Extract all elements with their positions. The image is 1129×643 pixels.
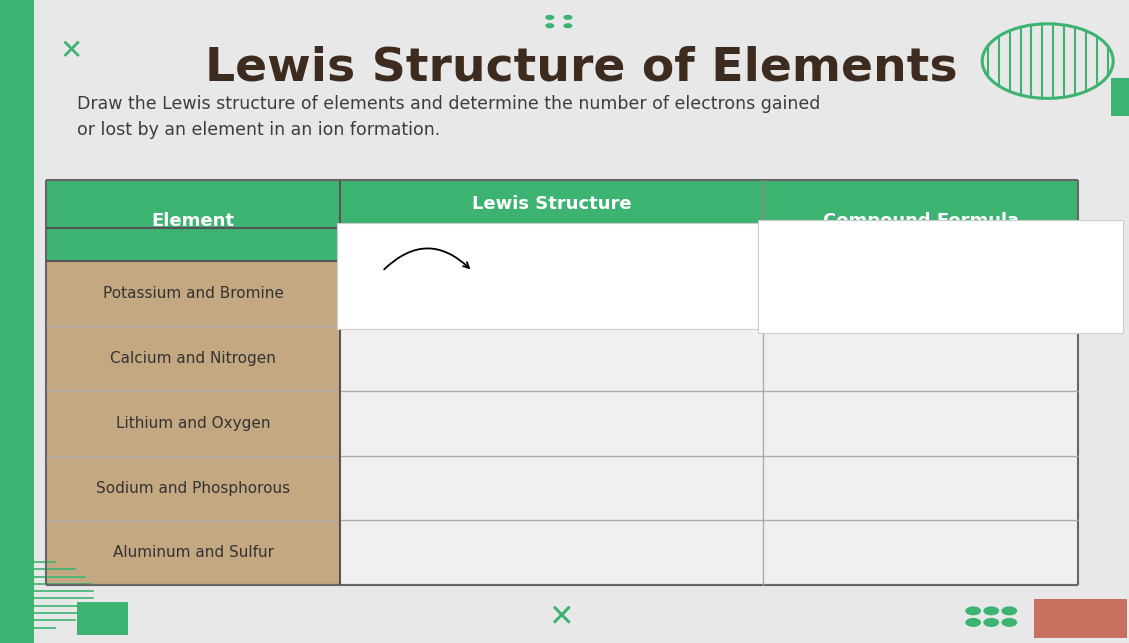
Text: Compound Formation: Compound Formation — [452, 235, 653, 253]
FancyBboxPatch shape — [46, 391, 340, 456]
FancyBboxPatch shape — [763, 326, 1078, 391]
FancyBboxPatch shape — [336, 222, 769, 329]
Text: Draw the Lewis structure of elements and determine the number of electrons gaine: Draw the Lewis structure of elements and… — [77, 95, 820, 140]
FancyBboxPatch shape — [0, 557, 20, 582]
Text: Potassium Bromide: Potassium Bromide — [874, 302, 988, 315]
Text: Lewis Structure of Elements: Lewis Structure of Elements — [205, 45, 957, 90]
Circle shape — [983, 606, 999, 615]
Text: Sodium and Phosphorous: Sodium and Phosphorous — [96, 480, 290, 496]
Text: Aluminum and Sulfur: Aluminum and Sulfur — [113, 545, 274, 560]
Text: ✕: ✕ — [549, 602, 574, 632]
FancyBboxPatch shape — [340, 262, 763, 326]
Circle shape — [545, 23, 554, 28]
Text: KBr: KBr — [874, 270, 930, 298]
Circle shape — [1001, 606, 1017, 615]
FancyBboxPatch shape — [340, 520, 763, 585]
Text: Element: Element — [151, 212, 235, 230]
FancyBboxPatch shape — [46, 262, 340, 326]
FancyBboxPatch shape — [46, 180, 1078, 228]
Circle shape — [563, 15, 572, 20]
Circle shape — [965, 606, 981, 615]
FancyBboxPatch shape — [763, 391, 1078, 456]
Text: Compound Formula: Compound Formula — [823, 212, 1018, 230]
FancyBboxPatch shape — [46, 456, 340, 520]
FancyBboxPatch shape — [0, 296, 20, 322]
Text: Lithium and Oxygen: Lithium and Oxygen — [116, 416, 271, 431]
Text: Calcium and Nitrogen: Calcium and Nitrogen — [111, 351, 277, 366]
FancyBboxPatch shape — [758, 220, 1123, 332]
Circle shape — [1001, 618, 1017, 627]
FancyBboxPatch shape — [340, 391, 763, 456]
FancyBboxPatch shape — [763, 456, 1078, 520]
FancyBboxPatch shape — [46, 228, 1078, 262]
Circle shape — [563, 23, 572, 28]
FancyBboxPatch shape — [340, 456, 763, 520]
Text: Potassium and Bromine: Potassium and Bromine — [103, 286, 283, 302]
FancyBboxPatch shape — [1034, 599, 1127, 638]
Circle shape — [545, 15, 554, 20]
Text: $\mathbf{[K]^+[:}\ddot{\mathbf{B}}\mathbf{r:]^-}$: $\mathbf{[K]^+[:}\ddot{\mathbf{B}}\mathb… — [767, 267, 934, 301]
Text: Lewis Structure: Lewis Structure — [472, 195, 632, 213]
Text: ✕: ✕ — [60, 37, 82, 66]
FancyBboxPatch shape — [77, 602, 128, 635]
FancyBboxPatch shape — [340, 326, 763, 391]
FancyBboxPatch shape — [46, 520, 340, 585]
FancyBboxPatch shape — [1111, 78, 1129, 116]
Circle shape — [983, 618, 999, 627]
FancyBboxPatch shape — [763, 262, 1078, 326]
Circle shape — [965, 618, 981, 627]
FancyBboxPatch shape — [0, 0, 34, 643]
Text: K$\cdot$ + $\cdot\!\ddot{\mathrm{B}}\!\mathrm{r}$:  $\longrightarrow$  K$\cdot\!: K$\cdot$ + $\cdot\!\ddot{\mathrm{B}}\!\m… — [426, 278, 592, 300]
FancyBboxPatch shape — [46, 326, 340, 391]
FancyBboxPatch shape — [763, 520, 1078, 585]
